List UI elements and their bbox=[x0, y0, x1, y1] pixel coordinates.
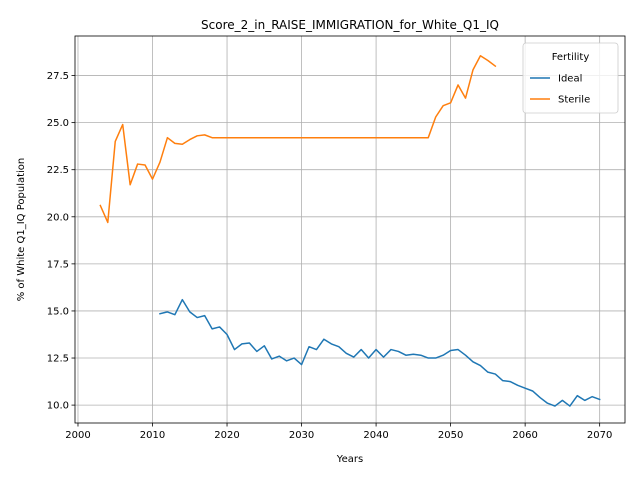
plot-area-frame bbox=[74, 35, 626, 424]
x-tick-label: 2000 bbox=[65, 430, 90, 441]
legend-label-ideal: Ideal bbox=[558, 74, 582, 85]
x-axis-ticks: 2000 2010 2020 2030 2040 2050 2060 2070 bbox=[65, 423, 612, 441]
series-lines bbox=[99, 55, 601, 407]
series-line-ideal bbox=[159, 298, 601, 407]
x-tick-label: 2040 bbox=[363, 430, 388, 441]
y-tick-label: 10.0 bbox=[47, 401, 69, 412]
x-tick-label: 2050 bbox=[438, 430, 463, 441]
chart-title: Score_2_in_RAISE_IMMIGRATION_for_White_Q… bbox=[201, 18, 499, 32]
y-tick-label: 12.5 bbox=[47, 354, 69, 365]
legend-items: Ideal Sterile bbox=[530, 74, 590, 106]
series-line-sterile bbox=[99, 55, 497, 224]
y-tick-label: 22.5 bbox=[47, 165, 69, 176]
legend-frame bbox=[522, 42, 619, 114]
x-tick-label: 2030 bbox=[289, 430, 314, 441]
y-axis-ticks: 10.0 12.5 15.0 17.5 20.0 22.5 25.0 27.5 bbox=[47, 71, 75, 412]
x-tick-label: 2020 bbox=[214, 430, 239, 441]
legend-label-sterile: Sterile bbox=[558, 95, 590, 106]
x-tick-label: 2060 bbox=[512, 430, 537, 441]
legend: Fertility Ideal Sterile bbox=[522, 42, 619, 114]
x-axis-label: Years bbox=[336, 454, 363, 465]
y-tick-label: 15.0 bbox=[47, 306, 69, 317]
legend-title: Fertility bbox=[552, 52, 590, 63]
x-tick-label: 2070 bbox=[587, 430, 612, 441]
y-tick-label: 27.5 bbox=[47, 71, 69, 82]
y-tick-label: 25.0 bbox=[47, 118, 69, 129]
y-tick-label: 20.0 bbox=[47, 212, 69, 223]
y-axis-label: % of White Q1_IQ Population bbox=[16, 158, 27, 302]
x-tick-label: 2010 bbox=[140, 430, 165, 441]
y-tick-label: 17.5 bbox=[47, 259, 69, 270]
